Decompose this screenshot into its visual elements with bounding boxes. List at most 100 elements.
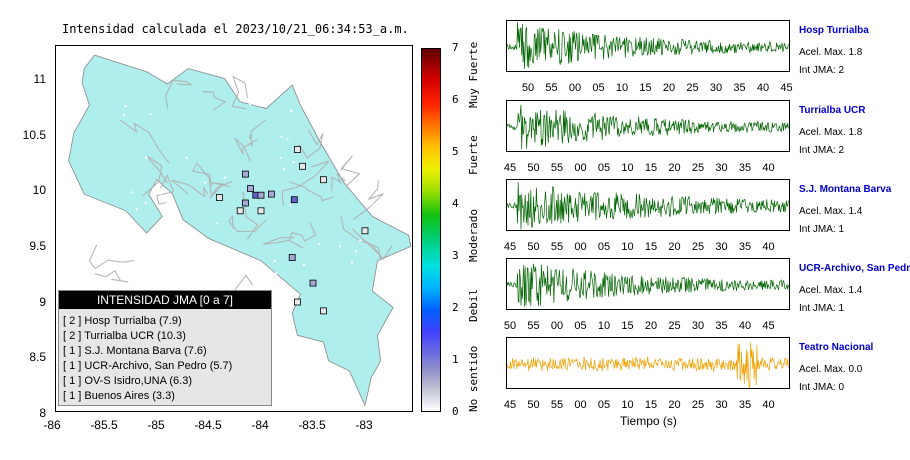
town-dot [122, 113, 126, 117]
time-tick: 35 [733, 82, 746, 94]
road-line [94, 270, 129, 283]
time-tick: 40 [762, 399, 775, 411]
time-tick: 30 [715, 162, 728, 174]
town-dot [185, 156, 188, 159]
station-name: Turrialba UCR [799, 105, 866, 116]
colorbar-tick: 2 [452, 301, 459, 314]
time-tick: 30 [715, 241, 728, 253]
time-tick: 55 [527, 320, 540, 332]
station-jma: Int JMA: 2 [799, 65, 845, 76]
time-tick: 15 [621, 320, 634, 332]
station-marker [236, 207, 244, 215]
town-dot [117, 254, 120, 258]
town-dot [223, 176, 226, 179]
time-tick: 10 [621, 399, 634, 411]
trace-time-ticks: 50 55 00 05 10 15 20 25 30 35 40 45 [506, 82, 793, 94]
time-tick: 00 [574, 399, 587, 411]
station-acel-max: Acel. Max. 1.4 [799, 206, 863, 217]
legend-row: [ 1 ] S.J. Montana Barva (7.6) [63, 345, 207, 357]
time-tick: 20 [644, 320, 658, 332]
station-name: Hosp Turrialba [799, 25, 869, 36]
colorbar-tick: 4 [452, 197, 459, 210]
time-tick: 35 [738, 399, 752, 411]
road-line [249, 119, 266, 147]
station-marker [293, 146, 301, 153]
longitude-tick: -86 [43, 418, 61, 432]
town-dot [247, 262, 251, 265]
road-line [191, 162, 213, 195]
town-dot [318, 242, 321, 245]
colorbar-tick: 0 [452, 405, 459, 418]
colorbar-tick: 6 [452, 93, 459, 106]
road-line [171, 179, 208, 198]
station-marker [319, 307, 327, 315]
time-tick: 10 [615, 82, 629, 94]
time-axis-label: Tiempo (s) [620, 414, 677, 428]
time-tick: 20 [668, 162, 681, 174]
station-marker [267, 190, 275, 198]
road-line [120, 119, 170, 164]
latitude-tick: 9.5 [29, 239, 46, 253]
road-line [164, 79, 194, 110]
station-jma: Int JMA: 1 [799, 303, 845, 314]
station-marker [288, 254, 296, 261]
town-dot [149, 286, 152, 289]
seismogram-trace[interactable] [506, 100, 790, 152]
road-line [228, 214, 268, 232]
town-dot [159, 192, 162, 195]
time-tick: 40 [762, 162, 775, 174]
town-dot [286, 137, 289, 141]
longitude-tick: -84.5 [194, 418, 222, 432]
town-dot [290, 109, 293, 112]
seismogram-trace[interactable] [506, 20, 790, 72]
waveform-line [507, 182, 789, 230]
legend-row: [ 2 ] Turrialba UCR (10.3) [63, 330, 186, 342]
town-dot [354, 250, 357, 253]
latitude-tick: 10 [32, 183, 46, 197]
station-marker [215, 194, 223, 201]
longitude-tick: -84 [251, 418, 269, 432]
road-line [340, 155, 361, 189]
time-tick: 00 [574, 162, 587, 174]
town-dot [248, 103, 252, 106]
colorbar-tick: 3 [452, 249, 459, 262]
town-dot [124, 104, 127, 108]
intensity-colorbar [421, 48, 441, 412]
town-dot [274, 272, 278, 275]
station-marker [241, 170, 249, 178]
colorbar-tick: 7 [452, 41, 459, 54]
trace-time-ticks: 50 55 00 05 10 15 20 25 30 35 40 45 [504, 320, 790, 332]
waveform-line [507, 104, 789, 150]
time-tick: 40 [762, 241, 775, 253]
station-jma: Int JMA: 2 [799, 145, 845, 156]
colorbar-tick: 1 [452, 353, 459, 366]
road-line [156, 174, 175, 205]
station-acel-max: Acel. Max. 0.0 [799, 364, 863, 375]
time-tick: 45 [503, 241, 517, 253]
time-tick: 40 [756, 82, 770, 94]
time-tick: 15 [639, 82, 652, 94]
time-tick: 15 [644, 241, 658, 253]
time-tick: 25 [691, 162, 705, 174]
station-marker [309, 279, 317, 287]
trace-time-ticks: 45 50 55 00 05 10 15 20 25 30 35 40 [504, 399, 790, 411]
station-marker [293, 298, 301, 306]
station-acel-max: Acel. Max. 1.8 [799, 47, 863, 58]
seismogram-trace[interactable] [506, 179, 790, 231]
town-dot [360, 89, 363, 93]
road-line [331, 172, 346, 192]
town-dot [215, 222, 218, 225]
trace-time-ticks: 45 50 55 00 05 10 15 20 25 30 35 40 [504, 162, 790, 174]
time-tick: 05 [597, 241, 611, 253]
time-tick: 20 [668, 241, 681, 253]
seismogram-trace[interactable] [506, 258, 790, 310]
time-tick: 05 [592, 82, 605, 94]
time-tick: 25 [686, 82, 699, 94]
town-dot [359, 239, 362, 242]
time-tick: 55 [545, 82, 558, 94]
seismogram-trace[interactable] [506, 337, 790, 389]
station-marker [257, 207, 265, 215]
station-jma: Int JMA: 0 [799, 382, 845, 393]
station-marker [299, 162, 307, 170]
town-dot [199, 279, 202, 283]
